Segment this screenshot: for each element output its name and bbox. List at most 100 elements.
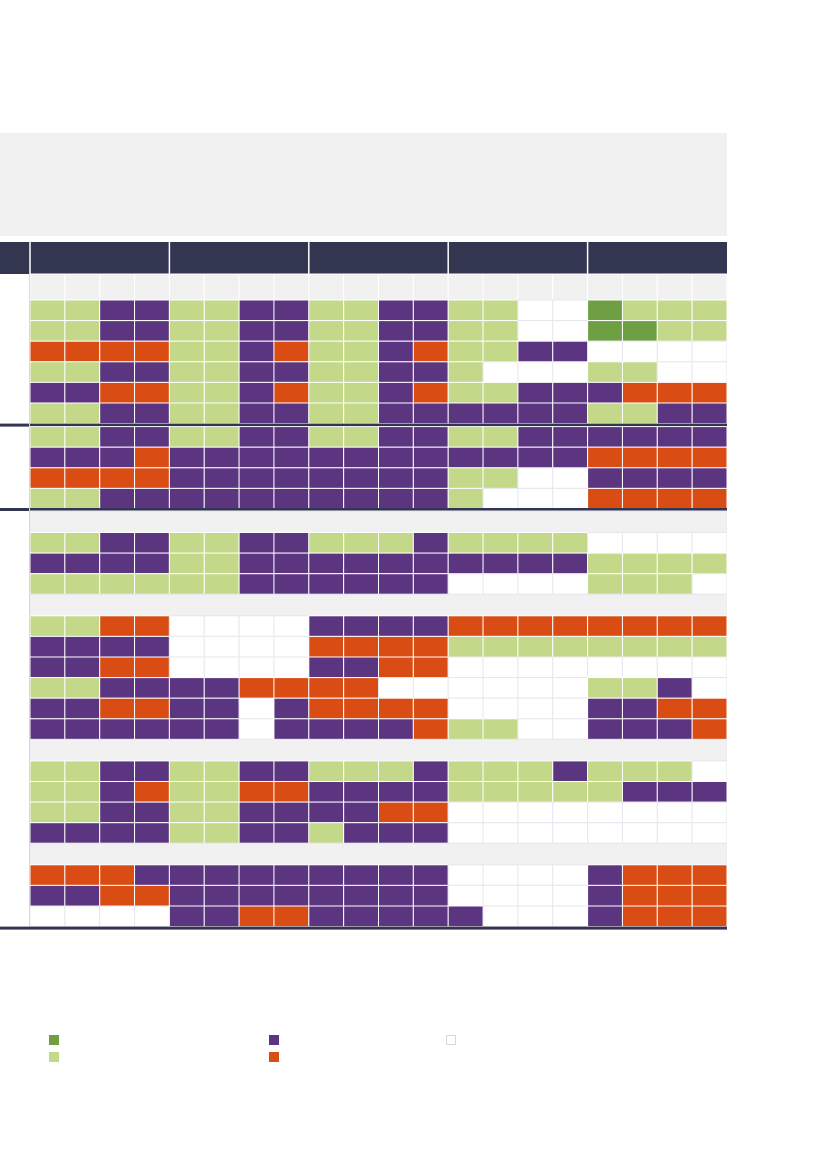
column-subheader-cell — [587, 273, 623, 301]
heatmap-cell — [203, 340, 240, 363]
heatmap-cell — [412, 781, 449, 803]
heatmap-cell — [168, 402, 205, 425]
heatmap-cell — [99, 467, 136, 489]
heatmap-cell — [273, 552, 310, 575]
heatmap-cell — [29, 299, 66, 322]
heatmap-cell — [64, 381, 101, 404]
heatmap-cell — [64, 320, 101, 342]
heatmap-cell — [587, 320, 623, 342]
heatmap-cell — [552, 635, 589, 658]
heatmap-cell — [412, 446, 449, 469]
heatmap-cell — [517, 697, 554, 720]
heatmap-cell — [621, 718, 658, 740]
heatmap-cell — [29, 781, 66, 803]
heatmap-cell — [656, 446, 693, 469]
heatmap-cell — [656, 426, 693, 448]
heatmap-cell — [621, 573, 658, 595]
heatmap-cell — [656, 573, 693, 595]
heatmap-cell — [273, 781, 310, 803]
heatmap-cell — [273, 487, 310, 510]
heatmap-cell — [168, 552, 205, 575]
heatmap-cell — [378, 381, 414, 404]
heatmap-cell — [29, 552, 66, 575]
heatmap-cell — [238, 864, 275, 886]
heatmap-cell — [482, 718, 519, 740]
column-subheader-cell — [64, 273, 101, 301]
heatmap-cell — [552, 532, 589, 554]
heatmap-cell — [238, 467, 275, 489]
heatmap-cell — [99, 381, 136, 404]
heatmap-cell — [412, 361, 449, 383]
heatmap-cell — [378, 446, 414, 469]
heatmap-cell — [517, 864, 554, 886]
heatmap-cell — [552, 320, 589, 342]
heatmap-cell — [482, 552, 519, 575]
heatmap-cell — [587, 552, 623, 575]
heatmap-cell — [343, 381, 379, 404]
heatmap-cell — [552, 760, 589, 783]
heatmap-cell — [203, 905, 240, 928]
heatmap-cell — [587, 573, 623, 595]
heatmap-cell — [203, 615, 240, 637]
heatmap-cell — [134, 361, 170, 383]
heatmap-cell — [621, 822, 658, 844]
heatmap-cell — [552, 677, 589, 699]
heatmap-cell — [621, 340, 658, 363]
heatmap-cell — [308, 656, 345, 679]
heatmap-cell — [447, 320, 484, 342]
column-subheader-cell — [378, 273, 414, 301]
heatmap-cell — [656, 487, 693, 510]
heatmap-cell — [378, 822, 414, 844]
heatmap-cell — [273, 446, 310, 469]
heatmap-cell — [168, 361, 205, 383]
heatmap-cell — [29, 487, 66, 510]
heatmap-cell — [378, 781, 414, 803]
heatmap-cell — [273, 615, 310, 637]
heatmap-cell — [64, 402, 101, 425]
heatmap-cell — [412, 635, 449, 658]
heatmap-cell — [691, 864, 727, 886]
heatmap-cell — [482, 656, 519, 679]
heatmap-cell — [447, 381, 484, 404]
heatmap-cell — [99, 299, 136, 322]
heatmap-cell — [378, 467, 414, 489]
heatmap-cell — [482, 532, 519, 554]
heatmap-cell — [412, 532, 449, 554]
heatmap-cell — [621, 801, 658, 824]
heatmap-cell — [343, 361, 379, 383]
heatmap-cell — [134, 801, 170, 824]
heatmap-cell — [552, 487, 589, 510]
heatmap-cell — [134, 884, 170, 907]
heatmap-cell — [552, 552, 589, 575]
heatmap-cell — [29, 361, 66, 383]
heatmap-cell — [482, 573, 519, 595]
heatmap-cell — [517, 552, 554, 575]
heatmap-cell — [64, 573, 101, 595]
heatmap-cell — [621, 615, 658, 637]
heatmap-cell — [656, 320, 693, 342]
column-subheader-cell — [99, 273, 136, 301]
heatmap-cell — [656, 552, 693, 575]
heatmap-cell — [238, 446, 275, 469]
heatmap-cell — [203, 822, 240, 844]
heatmap-cell — [552, 573, 589, 595]
heatmap-cell — [308, 760, 345, 783]
heatmap-cell — [99, 573, 136, 595]
heatmap-cell — [308, 884, 345, 907]
column-subheader-cell — [552, 273, 589, 301]
column-subheader-cell — [168, 273, 205, 301]
heatmap-cell — [482, 635, 519, 658]
heatmap-cell — [552, 656, 589, 679]
heatmap-cell — [621, 677, 658, 699]
heatmap-cell — [99, 615, 136, 637]
heatmap-cell — [238, 340, 275, 363]
heatmap-cell — [621, 552, 658, 575]
heatmap-cell — [64, 822, 101, 844]
heatmap-cell — [691, 615, 727, 637]
heatmap-cell — [482, 340, 519, 363]
heatmap-cell — [238, 615, 275, 637]
heatmap-cell — [64, 532, 101, 554]
heatmap-cell — [343, 573, 379, 595]
heatmap-cell — [552, 299, 589, 322]
heatmap-cell — [482, 299, 519, 322]
